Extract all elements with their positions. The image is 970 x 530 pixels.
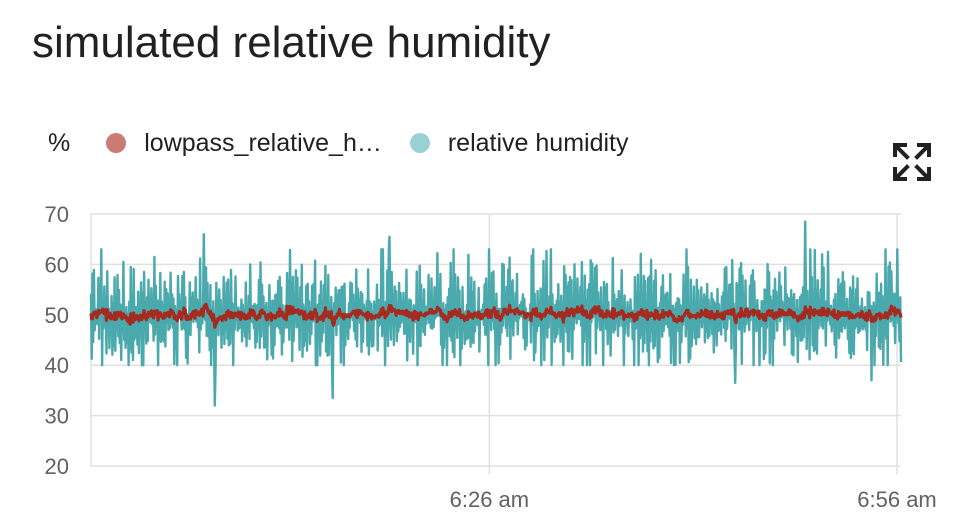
y-tick-label-30: 30: [45, 404, 69, 429]
legend-item-lowpass[interactable]: lowpass_relative_h…: [106, 129, 382, 158]
legend-dot-lowpass: [106, 133, 127, 153]
legend: % lowpass_relative_h… relative humidity: [48, 126, 657, 160]
y-tick-label-40: 40: [45, 353, 69, 378]
fullscreen-expand-button[interactable]: [892, 142, 932, 182]
series-line-lowpass: [89, 302, 903, 329]
grid-lines: [90, 213, 901, 474]
legend-item-humidity[interactable]: relative humidity: [409, 129, 629, 158]
y-tick-label-60: 60: [45, 252, 69, 277]
series-lines: [89, 220, 903, 407]
x-tick-label-0: 6:26 am: [450, 487, 530, 512]
x-tick-label-1: 6:56 am: [857, 487, 937, 512]
y-tick-label-50: 50: [45, 303, 69, 328]
fullscreen-expand-icon: [893, 143, 931, 181]
legend-unit: %: [48, 128, 71, 157]
chart-title: simulated relative humidity: [32, 18, 551, 67]
legend-dot-humidity: [409, 133, 430, 153]
y-axis-ticks: 20 30 40 50 60 70: [45, 202, 69, 479]
y-tick-label-70: 70: [45, 202, 69, 227]
y-tick-label-20: 20: [45, 454, 69, 479]
x-axis-ticks: 6:26 am 6:56 am: [450, 487, 937, 512]
